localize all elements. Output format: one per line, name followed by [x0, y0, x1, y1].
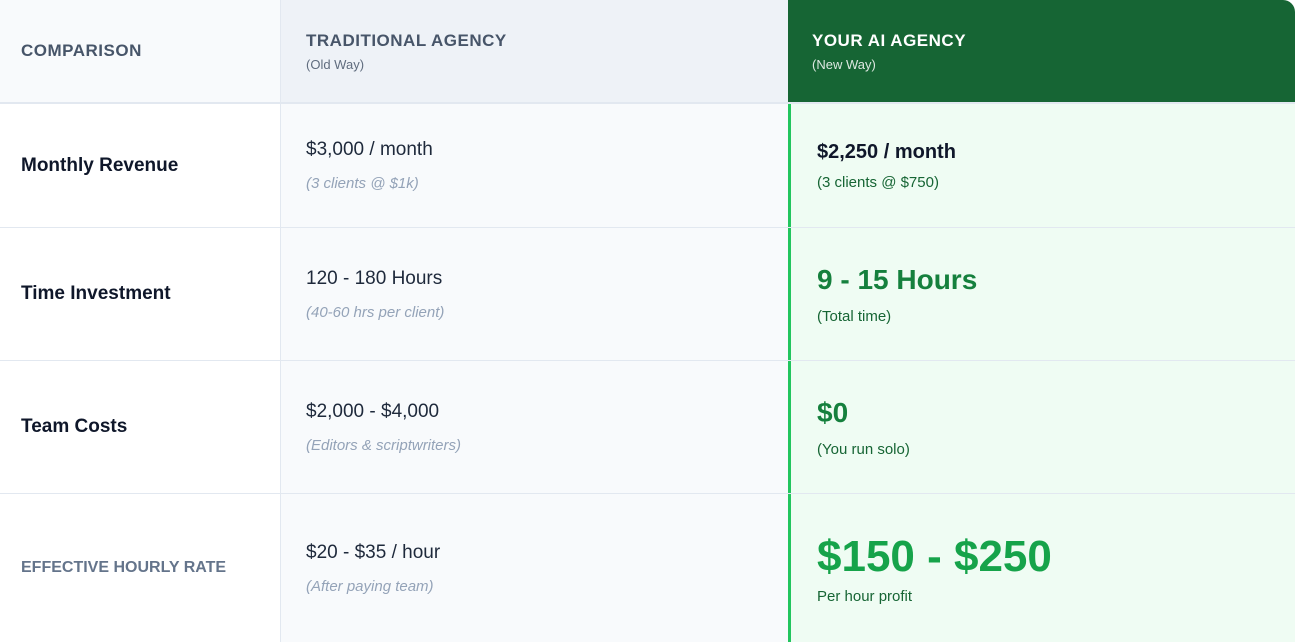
traditional-title: TRADITIONAL AGENCY [306, 30, 507, 50]
new-value: $2,250 / month [817, 140, 956, 163]
old-value: 120 - 180 Hours [306, 267, 443, 289]
old-value: $3,000 / month [306, 139, 433, 160]
old-note: (Editors & scriptwriters) [306, 436, 462, 454]
old-value: $20 - $35 / hour [306, 541, 441, 563]
old-note: (40-60 hrs per client) [306, 303, 445, 321]
ai-title: YOUR AI AGENCY [812, 30, 967, 50]
new-value: $0 [817, 396, 849, 428]
new-note: (3 clients @ $750) [817, 173, 939, 191]
table-row: Monthly Revenue $3,000 / month (3 clients… [0, 104, 1295, 228]
new-note: (You run solo) [817, 440, 910, 458]
ai-subtitle: (New Way) [812, 56, 876, 72]
new-value: $150 - $250 [817, 531, 1052, 581]
traditional-subtitle: (Old Way) [306, 56, 365, 72]
old-note: (After paying team) [306, 577, 434, 595]
header-comparison: COMPARISON [0, 0, 281, 102]
table-row: Team Costs $2,000 - $4,000 (Editors & scr… [0, 361, 1295, 494]
old-value: $2,000 - $4,000 [306, 400, 440, 422]
row-label: EFFECTIVE HOURLY RATE [21, 559, 227, 576]
new-value: 9 - 15 Hours [817, 263, 978, 295]
header-ai-agency: YOUR AI AGENCY (New Way) [788, 0, 1295, 102]
old-note: (3 clients @ $1k) [306, 175, 419, 192]
new-note: Per hour profit [817, 587, 913, 605]
table-row: Time Investment 120 - 180 Hours (40-60 hr… [0, 228, 1295, 361]
header-traditional: TRADITIONAL AGENCY (Old Way) [281, 0, 788, 102]
row-label: Time Investment [21, 283, 171, 304]
row-label: Team Costs [21, 416, 128, 437]
table-row: EFFECTIVE HOURLY RATE $20 - $35 / hour (A… [0, 494, 1295, 642]
new-note: (Total time) [817, 307, 892, 325]
row-label: Monthly Revenue [21, 154, 179, 176]
table-header: COMPARISON TRADITIONAL AGENCY (Old Way) … [0, 0, 1295, 104]
